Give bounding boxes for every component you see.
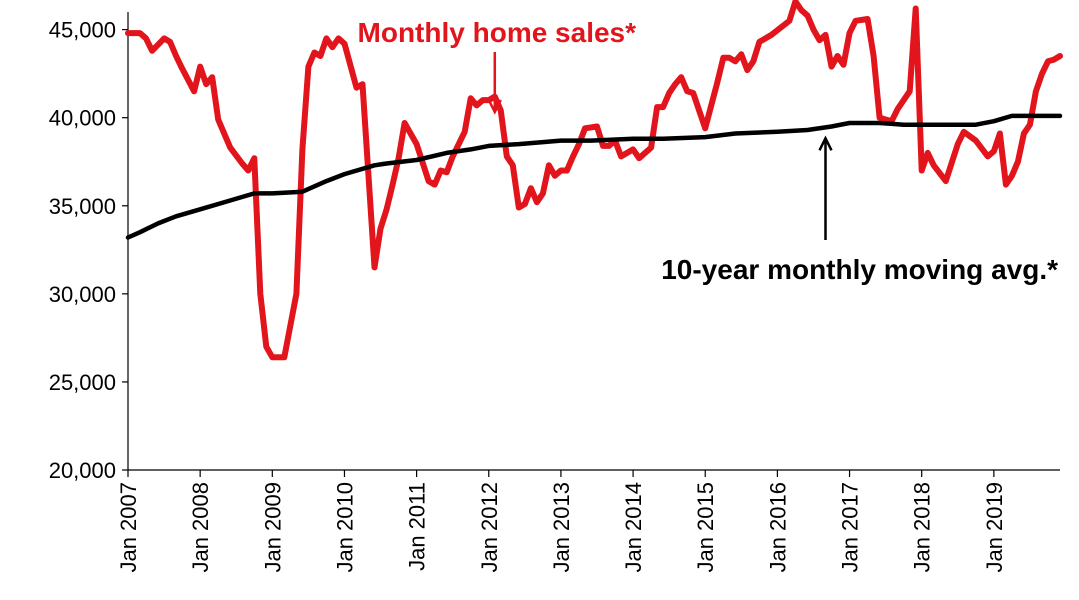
y-tick-label: 35,000 bbox=[49, 194, 116, 219]
x-tick-label: Jan 2017 bbox=[838, 482, 863, 573]
y-tick-label: 40,000 bbox=[49, 106, 116, 131]
y-tick-label: 25,000 bbox=[49, 370, 116, 395]
x-tick-label: Jan 2008 bbox=[188, 482, 213, 573]
x-tick-label: Jan 2013 bbox=[549, 482, 574, 573]
annotations: Monthly home sales* 10-year monthly movin… bbox=[358, 17, 1059, 285]
x-tick-label: Jan 2011 bbox=[405, 482, 430, 571]
y-tick-label: 20,000 bbox=[49, 458, 116, 483]
x-tick-label: Jan 2018 bbox=[910, 482, 935, 573]
y-tick-label: 30,000 bbox=[49, 282, 116, 307]
series-line-10-year-moving-avg bbox=[125, 113, 1063, 240]
axes bbox=[122, 12, 1060, 477]
annotation-arrow-black-head bbox=[818, 135, 833, 151]
x-tick-label: Jan 2012 bbox=[477, 482, 502, 573]
series-lines bbox=[125, 0, 1063, 361]
x-tick-label: Jan 2009 bbox=[260, 482, 285, 573]
tick-labels: 20,000 25,000 30,000 35,000 40,000 45,000 Jan … bbox=[49, 18, 1007, 573]
x-tick-label: Jan 2010 bbox=[332, 482, 357, 573]
y-tick-label: 45,000 bbox=[49, 18, 116, 43]
x-tick-label: Jan 2016 bbox=[765, 482, 790, 573]
x-tick-label: Jan 2015 bbox=[693, 482, 718, 573]
annotation-arrow-red-head bbox=[487, 99, 502, 115]
x-tick-label: Jan 2014 bbox=[621, 482, 646, 573]
x-tick-label: Jan 2019 bbox=[982, 482, 1007, 573]
annotation-10-year-moving-avg: 10-year monthly moving avg.* bbox=[661, 254, 1058, 285]
series-line-monthly-home-sales bbox=[125, 0, 1063, 361]
x-tick-label: Jan 2007 bbox=[116, 482, 141, 573]
annotation-monthly-home-sales: Monthly home sales* bbox=[358, 17, 637, 48]
